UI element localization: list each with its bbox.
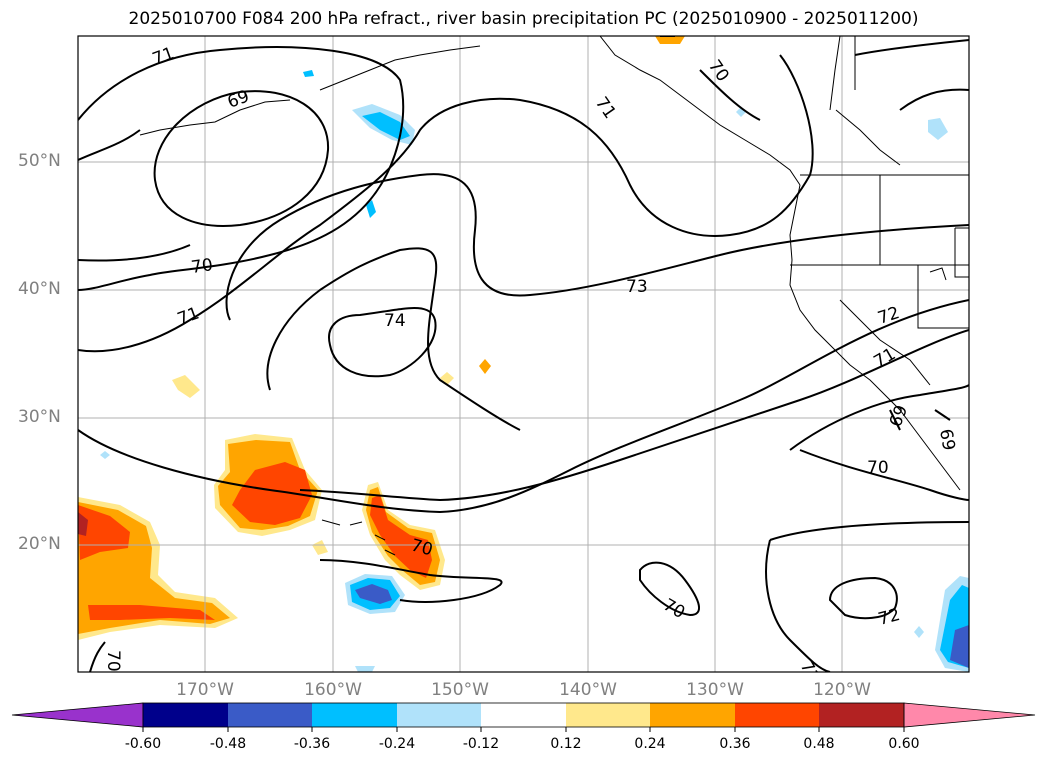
colorbar-segment: [735, 703, 819, 727]
contour-label: 73: [626, 277, 648, 297]
colorbar: [11, 702, 1036, 732]
contour-label: 69: [886, 403, 912, 430]
colorbar-tick-label: -0.48: [209, 736, 247, 752]
refractivity-contours: [78, 36, 969, 672]
map-frame: [77, 35, 970, 673]
colorbar-tick-label: 0.36: [719, 736, 751, 752]
lon-label: 150°W: [431, 680, 489, 700]
lon-label: 140°W: [559, 680, 617, 700]
contour-label: 72: [876, 605, 902, 630]
colorbar-segment: [650, 703, 735, 727]
colorbar-segment: [143, 703, 228, 727]
lat-label: 20°N: [18, 534, 61, 554]
colorbar-segment: [397, 703, 481, 727]
colorbar-extend-min: [11, 702, 144, 728]
colorbar-tick-label: 0.60: [888, 736, 920, 752]
colorbar-tick-label: -0.60: [124, 736, 162, 752]
gridlines: [78, 36, 969, 672]
colorbar-frame: [142, 702, 905, 728]
coastlines: [139, 36, 969, 556]
lon-label: 130°W: [686, 680, 744, 700]
colorbar-tick-label: 0.12: [550, 736, 582, 752]
contour-label: 74: [384, 311, 406, 331]
colorbar-extend-max: [903, 702, 1036, 728]
lon-label: 160°W: [304, 680, 362, 700]
contour-label: 72: [875, 303, 902, 329]
map-area: 71 69 70 71 74 73 72 71 69 69 70 70 70 7…: [78, 36, 969, 672]
colorbar-tick-label: -0.12: [462, 736, 500, 752]
contour-label: 69: [935, 427, 958, 452]
colorbar-segment: [228, 703, 312, 727]
contour-label-edge: 70: [103, 650, 123, 672]
plot-title: 2025010700 F084 200 hPa refract., river …: [128, 9, 919, 29]
contour-label: 70: [660, 595, 689, 623]
lon-label: 170°W: [176, 680, 234, 700]
colorbar-tick-label: 0.48: [803, 736, 835, 752]
lat-label: 30°N: [18, 407, 61, 427]
colorbar-segment: [566, 703, 650, 727]
colorbar-segment: [312, 703, 397, 727]
contour-label: 70: [867, 458, 889, 478]
colorbar-tick-label: -0.24: [378, 736, 416, 752]
contour-label: 70: [190, 255, 214, 278]
colorbar-tick-label: -0.36: [293, 736, 331, 752]
colorbar-segment: [819, 703, 904, 727]
lat-label: 40°N: [18, 279, 61, 299]
contour-label: 71: [871, 344, 900, 372]
lat-label: 50°N: [18, 151, 61, 171]
precip-shading: [78, 36, 969, 672]
contour-labels: 71 69 70 71 74 73 72 71 69 69 70 70 70 7…: [150, 44, 959, 672]
lon-label: 120°W: [813, 680, 871, 700]
contour-label: 70: [704, 56, 733, 85]
contour-label: 71: [591, 93, 620, 122]
colorbar-tick-label: 0.24: [634, 736, 666, 752]
colorbar-segment: [481, 703, 566, 727]
